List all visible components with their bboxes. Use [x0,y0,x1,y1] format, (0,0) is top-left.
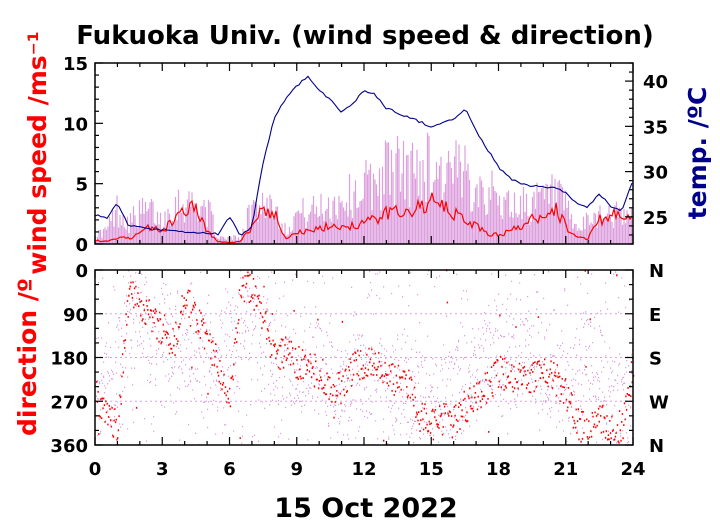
speed-tick-label: 5 [75,175,88,196]
temp-tick-label: 30 [643,163,668,184]
compass-tick-label: N [649,436,664,457]
speed-temp-plot-area [94,75,633,244]
compass-tick-label: E [649,305,661,326]
x-axis-label: 15 Oct 2022 [274,493,457,524]
temp-tick-label: 40 [643,72,668,93]
compass-tick-label: N [649,261,664,282]
direction-tick-label: 360 [50,436,88,457]
speed-tick-label: 0 [75,235,88,256]
temperature-series [94,75,633,236]
direction-tick-label: 0 [75,261,88,282]
direction-tick-label: 90 [63,305,88,326]
direction-tick-label: 270 [50,392,88,413]
x-tick-label: 18 [486,459,511,480]
compass-tick-label: W [649,392,669,413]
chart-title: Fukuoka Univ. (wind speed & direction) [76,21,654,51]
axis-ticks: 0 3 6 9 12 15 18 21 24 0 5 10 15 25 30 35 40 0 90 180 270 360… [50,54,669,480]
x-tick-label: 12 [351,459,376,480]
gust-series [95,132,633,244]
mean-direction-series [96,269,635,444]
direction-tick-label: 180 [50,349,88,370]
x-tick-label: 9 [290,459,303,480]
temperature-axis-label: temp. /ºC [683,87,712,220]
x-tick-label: 6 [223,459,236,480]
compass-tick-label: S [649,349,662,370]
speed-tick-label: 15 [63,54,88,75]
x-tick-label: 0 [89,459,102,480]
x-tick-label: 24 [620,459,645,480]
mean-speed-series [95,192,633,244]
temp-tick-label: 35 [643,117,668,138]
x-tick-label: 21 [553,459,578,480]
speed-tick-label: 10 [63,114,88,135]
x-tick-label: 15 [419,459,444,480]
wind-speed-axis-label: wind speed /ms⁻¹ [23,31,52,275]
x-tick-label: 3 [156,459,169,480]
temp-tick-label: 25 [643,208,668,229]
direction-plot-area [95,269,635,446]
direction-axis-label: direction /º [13,278,42,436]
